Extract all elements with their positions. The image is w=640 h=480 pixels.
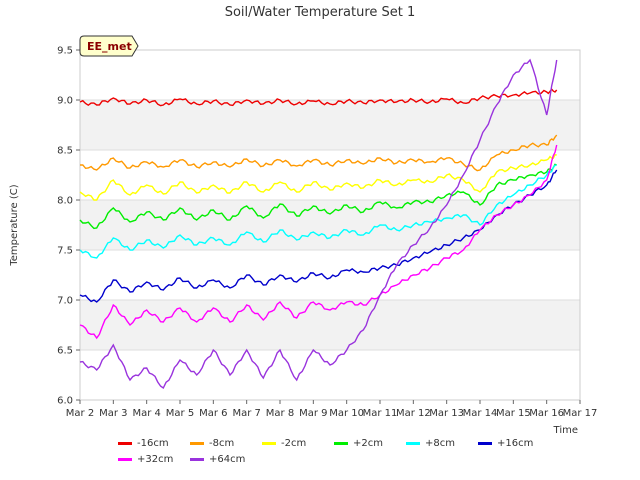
y-tick-label: 9.5: [57, 46, 73, 57]
legend-label: +2cm: [353, 438, 383, 449]
legend-swatch: [406, 442, 420, 445]
legend-item: +2cm: [334, 438, 383, 449]
x-axis-label: Time: [553, 425, 578, 436]
y-axis-label: Temperature (C): [9, 184, 20, 266]
legend-item: -8cm: [190, 438, 234, 449]
legend-label: +8cm: [425, 438, 455, 449]
x-axis-ticks: Mar 2 Mar 3 Mar 4 Mar 5 Mar 6 Mar 7 Mar 8 Mar 9…: [66, 400, 598, 419]
series-line-plusminus-16cm: [79, 169, 558, 303]
legend-item: +32cm: [118, 454, 173, 465]
legend-item: +64cm: [190, 454, 245, 465]
legend-label: -16cm: [137, 438, 169, 449]
y-tick-label: 7.5: [57, 246, 73, 257]
legend-label: -8cm: [209, 438, 235, 449]
x-tick-label: Mar 16: [529, 408, 564, 419]
series-line-plusminus-2cm: [79, 163, 557, 230]
y-tick-label: 8.0: [57, 196, 73, 207]
background-band: [80, 300, 580, 350]
plot-border: [79, 49, 581, 401]
legend-label: -2cm: [281, 438, 307, 449]
x-tick-label: Mar 15: [496, 408, 531, 419]
chart-title: Soil/Water Temperature Set 1: [225, 5, 416, 20]
legend-item: -2cm: [262, 438, 306, 449]
legend-label: +64cm: [209, 454, 246, 465]
site-badge-label: EE_met: [87, 40, 132, 53]
x-tick-label: Mar 9: [299, 408, 327, 419]
legend-swatch: [262, 442, 276, 445]
legend-swatch: [118, 458, 132, 461]
series-line-minus-16cm: [79, 88, 558, 107]
y-tick-label: 6.5: [57, 346, 73, 357]
x-tick-label: Mar 2: [66, 408, 94, 419]
x-tick-label: Mar 12: [396, 408, 431, 419]
x-tick-label: Mar 8: [266, 408, 294, 419]
legend-swatch: [118, 442, 132, 445]
legend-label: +16cm: [497, 438, 534, 449]
series-lines: [79, 58, 558, 390]
series-line-plusminus-32cm: [79, 144, 558, 340]
x-tick-label: Mar 7: [232, 408, 260, 419]
series-line-minus-2cm: [79, 154, 557, 201]
x-tick-label: Mar 17: [563, 408, 598, 419]
legend-item: +16cm: [478, 438, 533, 449]
legend-item: -16cm: [118, 438, 169, 449]
legend-swatch: [334, 442, 348, 445]
series-line-plusminus-8cm: [79, 164, 557, 259]
x-tick-label: Mar 13: [429, 408, 464, 419]
legend-swatch: [478, 442, 492, 445]
legend-swatch: [190, 458, 204, 461]
y-tick-label: 6.0: [57, 396, 73, 407]
x-tick-label: Mar 3: [99, 408, 127, 419]
y-tick-label: 9.0: [57, 96, 73, 107]
series-line-minus-8cm: [79, 134, 558, 172]
x-tick-label: Mar 6: [199, 408, 227, 419]
series-line-plusminus-64cm: [79, 58, 558, 390]
y-tick-label: 8.5: [57, 146, 73, 157]
background-band: [80, 100, 580, 150]
background-bands: [80, 100, 580, 350]
x-tick-label: Mar 10: [329, 408, 364, 419]
x-tick-label: Mar 4: [132, 408, 160, 419]
x-tick-label: Mar 14: [463, 408, 498, 419]
site-badge: EE_met: [79, 35, 139, 57]
plot-frame: [79, 49, 581, 401]
y-tick-label: 7.0: [57, 296, 73, 307]
background-band: [80, 200, 580, 250]
x-tick-label: Mar 11: [363, 408, 398, 419]
x-tick-label: Mar 5: [166, 408, 194, 419]
legend-item: +8cm: [406, 438, 455, 449]
legend-swatch: [190, 442, 204, 445]
y-axis-ticks: 6.0 6.5 7.0 7.5 8.0 8.5 9.0 9.5: [57, 46, 80, 407]
legend-label: +32cm: [137, 454, 174, 465]
